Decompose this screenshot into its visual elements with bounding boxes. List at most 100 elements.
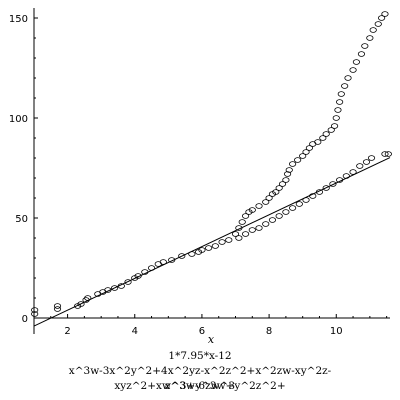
- data-point: [295, 201, 303, 207]
- data-point: [238, 219, 246, 225]
- data-point: [282, 177, 290, 183]
- data-point: [147, 265, 156, 271]
- data-point: [381, 151, 389, 157]
- data-point: [275, 213, 283, 219]
- data-point: [362, 159, 371, 165]
- data-point: [168, 257, 176, 263]
- data-point: [314, 139, 322, 145]
- data-point: [349, 67, 357, 73]
- data-point: [84, 295, 92, 301]
- data-point: [327, 127, 335, 133]
- data-point: [341, 83, 349, 89]
- data-point: [77, 301, 85, 307]
- data-point: [332, 115, 340, 121]
- data-point: [255, 225, 263, 231]
- data-point: [282, 209, 290, 215]
- data-point: [384, 151, 392, 157]
- y-tick-label: 100: [9, 114, 28, 125]
- data-point: [235, 235, 243, 241]
- data-point: [111, 285, 119, 291]
- caption-line-2: x^3w-3x^2y^2+4x^2yz-x^2z^2+x^2zw-xy^2z-x…: [68, 365, 332, 392]
- caption-line-3: z^3w-6zw^3: [164, 380, 236, 392]
- data-point: [369, 27, 377, 33]
- data-point: [235, 225, 243, 231]
- data-point: [336, 177, 344, 183]
- data-point: [322, 131, 330, 137]
- data-point: [265, 195, 273, 201]
- data-point: [352, 59, 361, 65]
- data-point: [248, 227, 256, 233]
- data-point: [124, 279, 132, 285]
- data-point: [53, 306, 62, 312]
- data-point: [329, 181, 337, 187]
- data-point: [381, 11, 389, 17]
- y-tick-label: 0: [22, 314, 28, 325]
- data-point: [302, 149, 310, 155]
- data-point: [31, 307, 39, 313]
- x-tick-label: 10: [330, 326, 343, 337]
- data-point: [211, 243, 219, 249]
- data-point: [336, 99, 344, 105]
- data-point: [188, 251, 196, 257]
- data-point: [248, 207, 256, 213]
- data-point: [198, 247, 206, 253]
- data-point: [356, 163, 364, 169]
- data-point: [361, 43, 369, 49]
- reference-line: [33, 157, 391, 327]
- data-point: [305, 145, 313, 151]
- data-point: [330, 123, 339, 129]
- data-point: [231, 231, 240, 237]
- data-point: [315, 189, 324, 195]
- data-point: [241, 231, 250, 237]
- data-point: [344, 75, 352, 81]
- reference-line-layer: [33, 157, 391, 327]
- data-point: [104, 287, 112, 293]
- data-point: [378, 15, 386, 21]
- data-point: [374, 21, 382, 27]
- data-point: [367, 155, 376, 161]
- x-tick-label: 4: [132, 326, 138, 337]
- data-point: [319, 135, 327, 141]
- x-tick-label: 6: [199, 326, 205, 337]
- data-point: [53, 303, 62, 309]
- data-point: [334, 107, 342, 113]
- data-point: [225, 237, 233, 243]
- data-point: [31, 311, 39, 317]
- x-tick-label: 2: [64, 326, 70, 337]
- data-points-layer: [31, 11, 392, 317]
- data-point: [262, 199, 270, 205]
- data-point: [159, 259, 167, 265]
- y-tick-label: 150: [9, 14, 28, 25]
- data-point: [283, 171, 292, 177]
- data-point: [289, 161, 297, 167]
- data-point: [349, 169, 357, 175]
- data-point: [294, 157, 302, 163]
- data-point: [299, 153, 307, 159]
- data-point: [366, 35, 374, 41]
- data-point: [117, 283, 125, 289]
- data-point: [241, 213, 250, 219]
- data-point: [268, 217, 277, 223]
- data-point: [262, 221, 270, 227]
- data-point: [134, 273, 142, 279]
- data-point: [178, 253, 186, 259]
- data-point: [255, 203, 263, 209]
- data-point: [278, 181, 287, 187]
- data-point: [285, 167, 293, 173]
- data-point: [272, 189, 280, 195]
- data-point: [342, 173, 350, 179]
- x-tick-label: 8: [266, 326, 272, 337]
- data-point: [289, 205, 297, 211]
- data-point: [357, 51, 366, 57]
- data-point: [337, 91, 345, 97]
- x-axis-title: x: [208, 333, 215, 346]
- data-point: [275, 185, 283, 191]
- data-point: [141, 269, 149, 275]
- data-point: [302, 197, 310, 203]
- data-point: [322, 185, 330, 191]
- data-point: [309, 193, 317, 199]
- data-point: [205, 245, 213, 251]
- y-tick-label: 50: [15, 214, 28, 225]
